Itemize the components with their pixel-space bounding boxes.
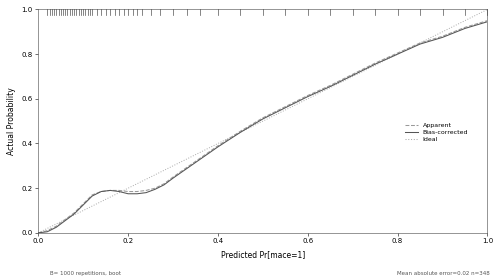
X-axis label: Predicted Pr[mace=1]: Predicted Pr[mace=1] <box>220 250 305 259</box>
Legend: Apparent, Bias-corrected, Ideal: Apparent, Bias-corrected, Ideal <box>403 120 471 145</box>
Text: Mean absolute error=0.02 n=348: Mean absolute error=0.02 n=348 <box>397 271 490 276</box>
Text: B= 1000 repetitions, boot: B= 1000 repetitions, boot <box>50 271 121 276</box>
Y-axis label: Actual Probability: Actual Probability <box>7 87 16 155</box>
